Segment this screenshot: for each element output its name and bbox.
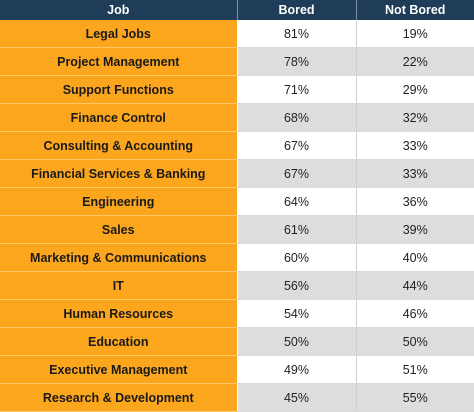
header-not-bored: Not Bored — [356, 0, 474, 20]
not-bored-cell: 46% — [356, 299, 474, 328]
not-bored-cell: 39% — [356, 215, 474, 244]
table-row: Education 50% 50% — [0, 327, 474, 356]
table-row: Research & Development 45% 55% — [0, 383, 474, 412]
job-cell: Finance Control — [0, 103, 238, 132]
job-cell: Support Functions — [0, 75, 238, 104]
bored-cell: 61% — [237, 215, 357, 244]
table-body: Legal Jobs 81% 19% Project Management 78% 22%… — [0, 20, 474, 412]
table-row: Support Functions 71% 29% — [0, 75, 474, 104]
header-bored: Bored — [237, 0, 357, 20]
table-row: Engineering 64% 36% — [0, 187, 474, 216]
bored-cell: 71% — [237, 75, 357, 104]
job-cell: Education — [0, 327, 238, 356]
bored-cell: 67% — [237, 159, 357, 188]
bored-cell: 60% — [237, 243, 357, 272]
table-row: Human Resources 54% 46% — [0, 299, 474, 328]
bored-cell: 54% — [237, 299, 357, 328]
not-bored-cell: 32% — [356, 103, 474, 132]
not-bored-cell: 44% — [356, 271, 474, 300]
not-bored-cell: 33% — [356, 159, 474, 188]
table-row: Finance Control 68% 32% — [0, 103, 474, 132]
table-row: Financial Services & Banking 67% 33% — [0, 159, 474, 188]
job-cell: IT — [0, 271, 238, 300]
not-bored-cell: 33% — [356, 131, 474, 160]
bored-cell: 45% — [237, 383, 357, 412]
bored-cell: 49% — [237, 355, 357, 384]
header-row: Job Bored Not Bored — [0, 0, 474, 20]
bored-cell: 64% — [237, 187, 357, 216]
table-row: Consulting & Accounting 67% 33% — [0, 131, 474, 160]
table-row: IT 56% 44% — [0, 271, 474, 300]
table-header: Job Bored Not Bored — [0, 0, 474, 20]
job-cell: Consulting & Accounting — [0, 131, 238, 160]
bored-cell: 78% — [237, 47, 357, 76]
not-bored-cell: 55% — [356, 383, 474, 412]
job-cell: Project Management — [0, 47, 238, 76]
table-row: Legal Jobs 81% 19% — [0, 20, 474, 48]
not-bored-cell: 29% — [356, 75, 474, 104]
job-cell: Financial Services & Banking — [0, 159, 238, 188]
not-bored-cell: 19% — [356, 20, 474, 48]
table-row: Sales 61% 39% — [0, 215, 474, 244]
table-row: Executive Management 49% 51% — [0, 355, 474, 384]
not-bored-cell: 36% — [356, 187, 474, 216]
bored-cell: 50% — [237, 327, 357, 356]
bored-cell: 81% — [237, 20, 357, 48]
table-row: Project Management 78% 22% — [0, 47, 474, 76]
table-row: Marketing & Communications 60% 40% — [0, 243, 474, 272]
not-bored-cell: 40% — [356, 243, 474, 272]
not-bored-cell: 22% — [356, 47, 474, 76]
job-cell: Sales — [0, 215, 238, 244]
not-bored-cell: 51% — [356, 355, 474, 384]
job-cell: Engineering — [0, 187, 238, 216]
job-cell: Human Resources — [0, 299, 238, 328]
job-cell: Marketing & Communications — [0, 243, 238, 272]
not-bored-cell: 50% — [356, 327, 474, 356]
bored-cell: 67% — [237, 131, 357, 160]
bored-cell: 56% — [237, 271, 357, 300]
header-job: Job — [0, 0, 238, 20]
job-cell: Executive Management — [0, 355, 238, 384]
bored-cell: 68% — [237, 103, 357, 132]
job-cell: Legal Jobs — [0, 20, 238, 48]
job-cell: Research & Development — [0, 383, 238, 412]
